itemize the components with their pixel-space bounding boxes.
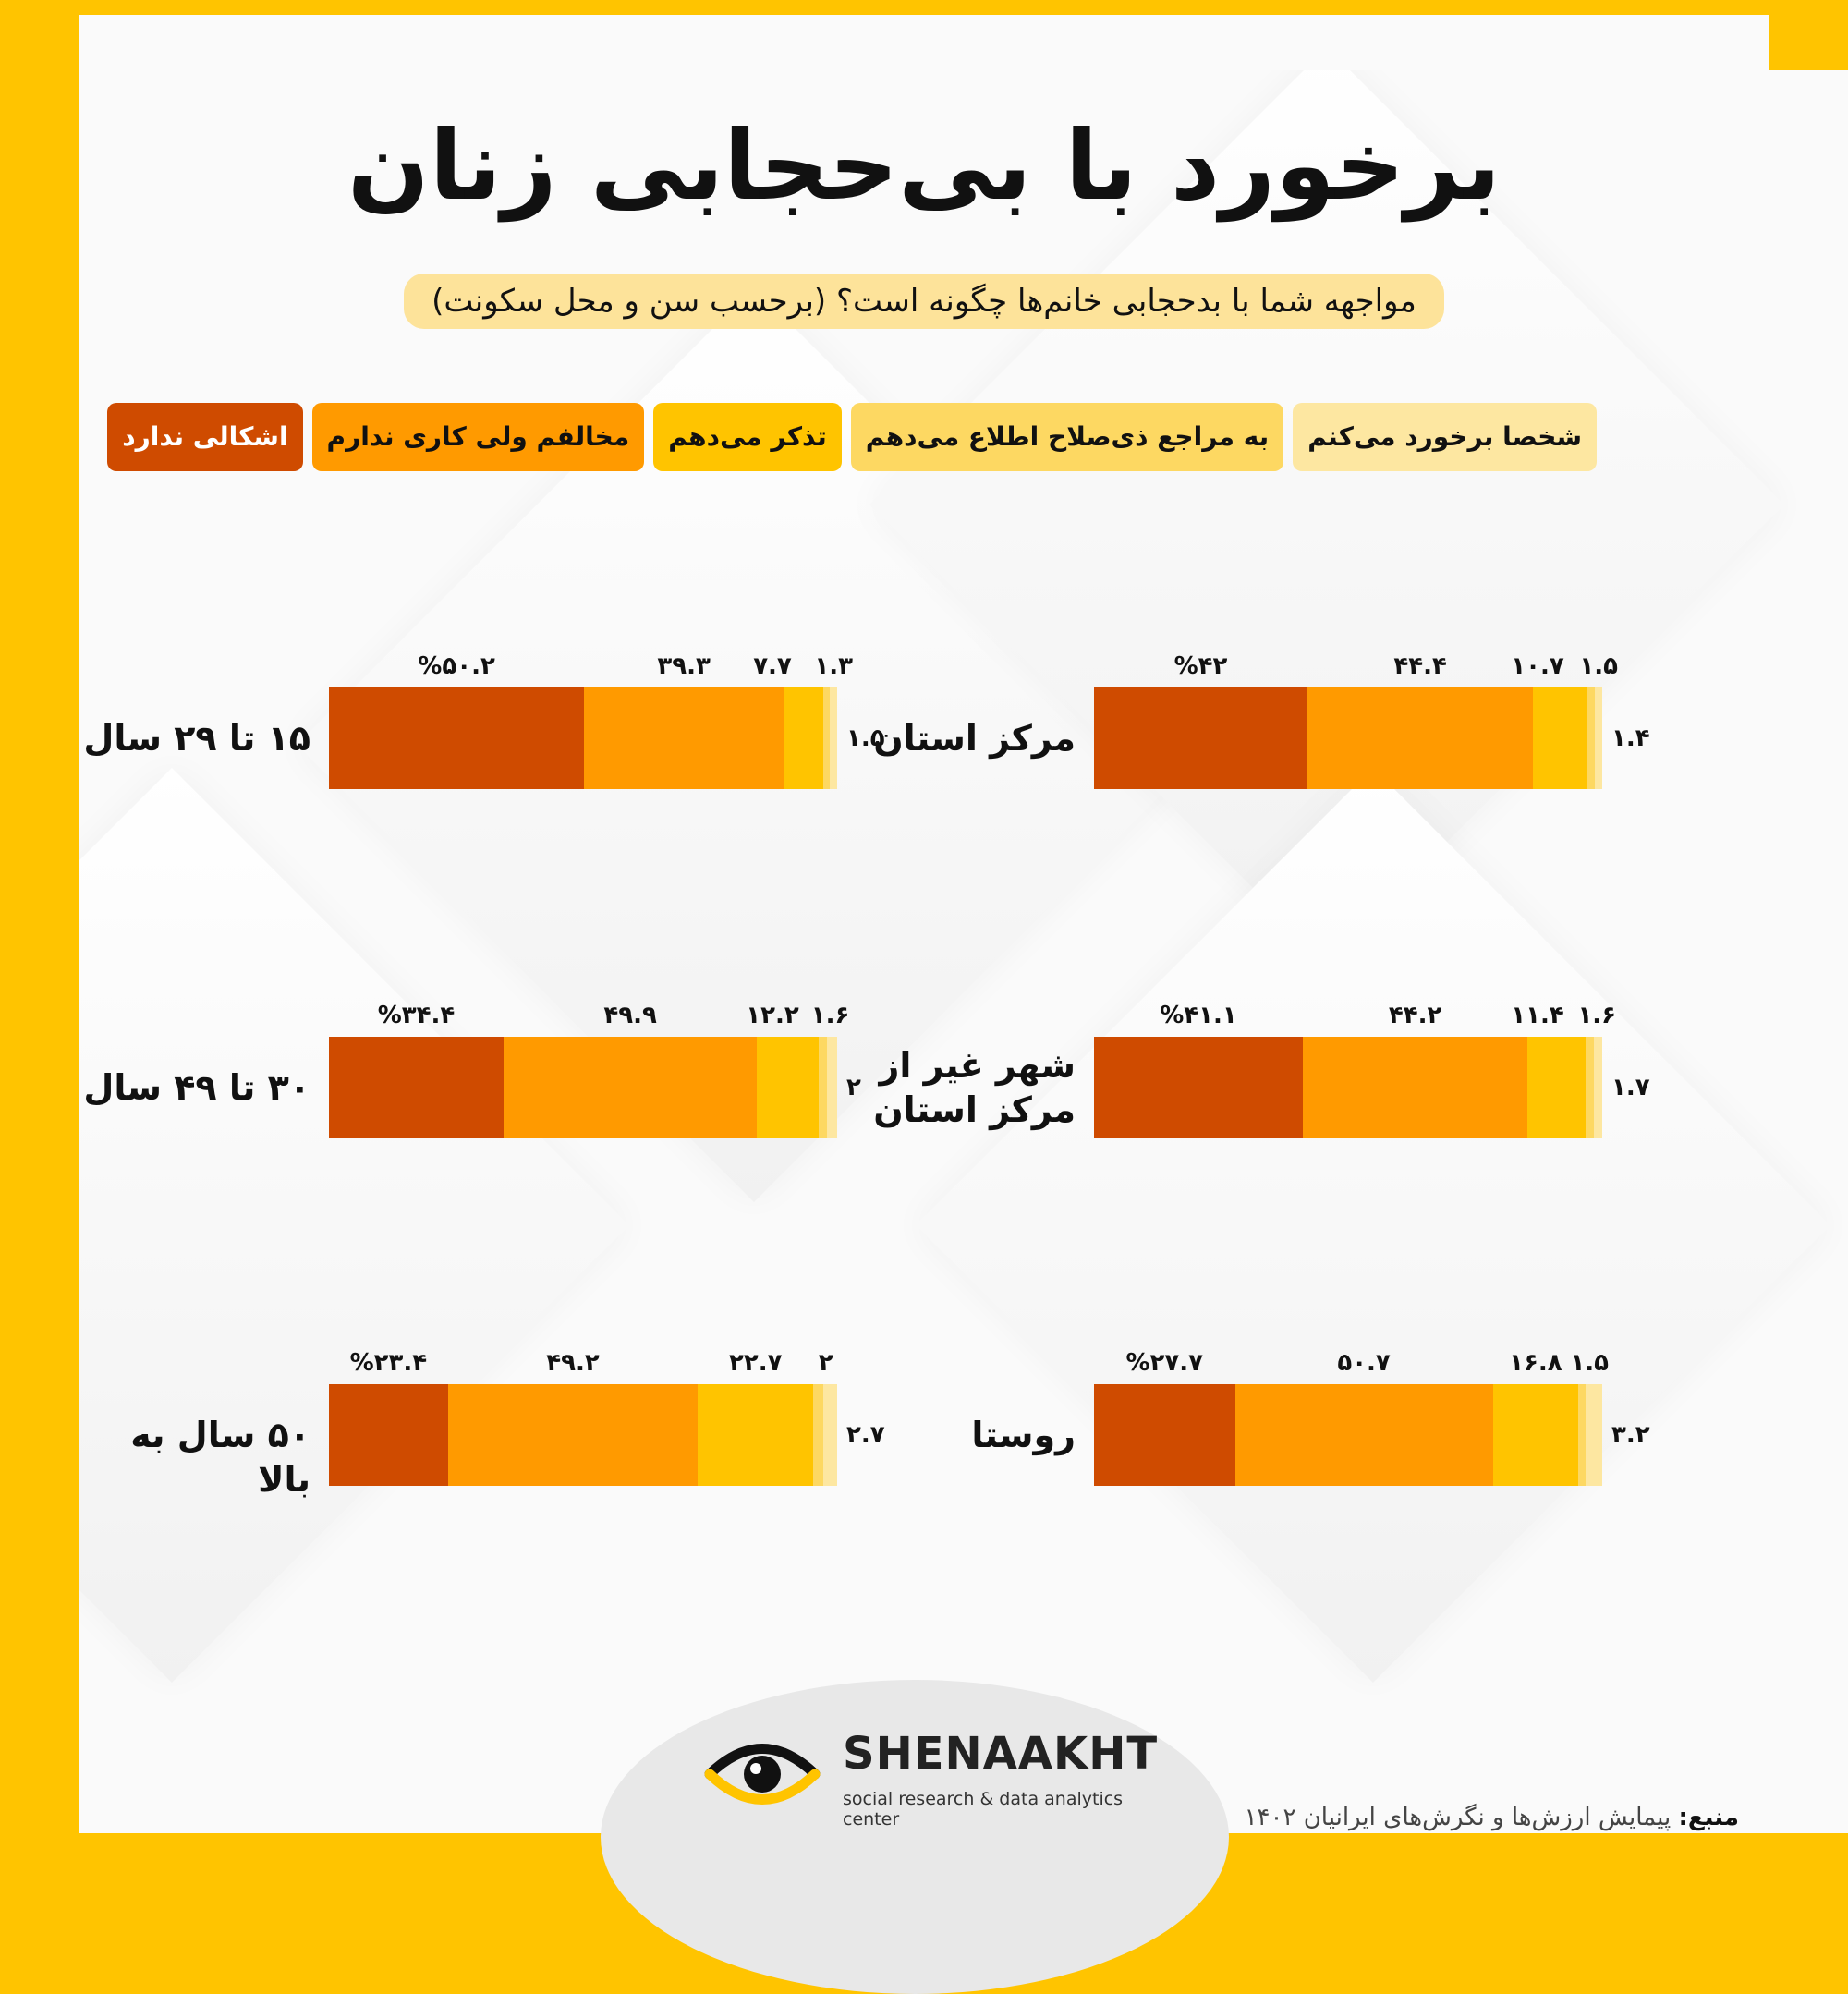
page-title: برخورد با بی‌حجابی زنان	[0, 109, 1848, 222]
bar-segment	[1094, 1037, 1303, 1138]
bar-segment	[504, 1037, 757, 1138]
logo-tagline: social research & data analytics center	[843, 1789, 1146, 1830]
category-label: ۵۰ سال به بالا	[70, 1413, 310, 1502]
bar-segment	[329, 1384, 448, 1486]
value-label: ۱۰.۷	[1511, 652, 1563, 680]
bar-segment	[448, 1384, 699, 1486]
background-diamond	[916, 768, 1830, 1683]
stacked-bar	[1094, 687, 1602, 789]
legend-item-report: به مراجع ذی‌صلاح اطلاع می‌دهم	[851, 403, 1283, 471]
source-label: منبع:	[1679, 1804, 1739, 1831]
card	[79, 70, 1848, 1833]
subtitle-wrap: مواجهه شما با بدحجابی خانم‌ها چگونه است؟…	[0, 274, 1848, 329]
bar-segment	[823, 687, 830, 789]
source-note: منبع: پیمایش ارزش‌ها و نگرش‌های ایرانیان…	[1245, 1804, 1739, 1831]
value-label: ۱.۷	[1611, 1074, 1650, 1101]
legend: شخصا برخورد می‌کنم به مراجع ذی‌صلاح اطلا…	[107, 403, 1597, 471]
bar-segment	[1594, 1037, 1602, 1138]
value-label: ۳۹.۳	[657, 652, 710, 680]
value-label: %۳۴.۴	[378, 1002, 456, 1029]
value-label: %۲۷.۷	[1125, 1349, 1203, 1377]
value-label: %۴۲	[1174, 652, 1228, 680]
legend-item-remind: تذکر می‌دهم	[653, 403, 842, 471]
bar-segment	[784, 687, 822, 789]
stacked-bar	[329, 1037, 837, 1138]
bar-segment	[1587, 687, 1595, 789]
category-label: ۱۵ تا ۲۹ سال	[70, 716, 310, 760]
bar-segment	[1586, 1037, 1594, 1138]
stacked-bar	[329, 687, 837, 789]
value-label: ۴۴.۴	[1393, 652, 1446, 680]
bar-segment	[1595, 687, 1602, 789]
bar-segment	[819, 1037, 827, 1138]
bar-segment	[1094, 1384, 1235, 1486]
value-label: ۷.۷	[753, 652, 792, 680]
value-label: ۲	[846, 1074, 861, 1101]
value-label: ۲.۷	[846, 1421, 885, 1449]
legend-item-oppose: مخالفم ولی کاری ندارم	[312, 403, 645, 471]
value-label: ۴۴.۲	[1389, 1002, 1441, 1029]
value-label: ۴۹.۹	[603, 1002, 656, 1029]
value-label: ۱.۵	[1579, 652, 1618, 680]
category-label: ۳۰ تا ۴۹ سال	[70, 1065, 310, 1110]
value-label: ۱.۳	[814, 652, 853, 680]
bar-segment	[329, 1037, 504, 1138]
value-label: %۲۳.۴	[350, 1349, 428, 1377]
value-label: ۴۹.۲	[546, 1349, 599, 1377]
value-label: ۱۱.۴	[1511, 1002, 1563, 1029]
value-label: ۱.۶	[811, 1002, 850, 1029]
value-label: ۵۰.۷	[1337, 1349, 1390, 1377]
subtitle: مواجهه شما با بدحجابی خانم‌ها چگونه است؟…	[404, 274, 1444, 329]
bar-segment	[1527, 1037, 1586, 1138]
value-label: ۱.۴	[1611, 724, 1650, 752]
bar-segment	[1303, 1037, 1527, 1138]
bar-segment	[1578, 1384, 1586, 1486]
eye-logo-icon	[702, 1728, 822, 1820]
bar-segment	[830, 687, 837, 789]
bar-segment	[329, 687, 584, 789]
bar-segment	[1586, 1384, 1602, 1486]
value-label: ۲۲.۷	[729, 1349, 782, 1377]
bar-segment	[827, 1037, 837, 1138]
value-label: ۱.۶	[1577, 1002, 1616, 1029]
stacked-bar	[1094, 1037, 1602, 1138]
bar-segment	[757, 1037, 819, 1138]
stacked-bar	[1094, 1384, 1602, 1486]
source-text: پیمایش ارزش‌ها و نگرش‌های ایرانیان ۱۴۰۲	[1245, 1804, 1672, 1831]
bar-segment	[1094, 687, 1307, 789]
bar-segment	[698, 1384, 813, 1486]
value-label: ۱۶.۸	[1509, 1349, 1562, 1377]
value-label: %۴۱.۱	[1160, 1002, 1237, 1029]
value-label: ۱.۵	[1570, 1349, 1609, 1377]
value-label: %۵۰.۲	[418, 652, 495, 680]
value-label: ۱۲.۲	[746, 1002, 798, 1029]
logo: SHENAAKHT social research & data analyti…	[702, 1728, 1146, 1820]
stacked-bar	[329, 1384, 837, 1486]
legend-item-personal: شخصا برخورد می‌کنم	[1293, 403, 1597, 471]
bar-segment	[1533, 687, 1587, 789]
legend-item-no-problem: اشکالی ندارد	[107, 403, 302, 471]
bar-segment	[1493, 1384, 1578, 1486]
bar-segment	[823, 1384, 837, 1486]
value-label: ۱.۵	[846, 724, 885, 752]
logo-name: SHENAAKHT	[843, 1728, 1158, 1780]
logo-background	[601, 1680, 1229, 1994]
value-label: ۲	[819, 1349, 833, 1377]
bar-segment	[584, 687, 784, 789]
value-label: ۳.۲	[1611, 1421, 1650, 1449]
bar-segment	[1307, 687, 1533, 789]
bar-segment	[813, 1384, 823, 1486]
bar-segment	[1235, 1384, 1493, 1486]
